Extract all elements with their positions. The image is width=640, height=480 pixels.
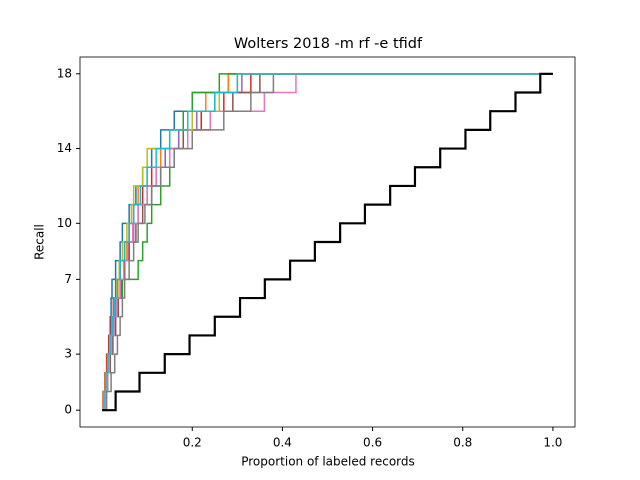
- y-axis-label: Recall: [33, 224, 47, 260]
- recall-line: [102, 73, 553, 411]
- recall-line: [102, 73, 553, 411]
- y-tick-label: 3: [64, 347, 72, 361]
- plot-frame: [79, 56, 576, 428]
- x-tick-label: 0.6: [363, 436, 382, 450]
- y-tick-label: 10: [57, 216, 72, 230]
- x-tick-label: 0.8: [453, 436, 472, 450]
- x-axis-label: Proportion of labeled records: [241, 455, 415, 469]
- x-tick-label: 0.2: [183, 436, 202, 450]
- y-tick-label: 14: [57, 141, 72, 155]
- y-tick-label: 0: [64, 403, 72, 417]
- x-tick-label: 0.4: [273, 436, 292, 450]
- x-tick-label: 1.0: [543, 436, 562, 450]
- recall-line: [102, 72, 553, 412]
- y-tick-label: 7: [64, 272, 72, 286]
- chart-title: Wolters 2018 -m rf -e tfidf: [234, 36, 423, 52]
- y-tick-label: 18: [57, 66, 72, 80]
